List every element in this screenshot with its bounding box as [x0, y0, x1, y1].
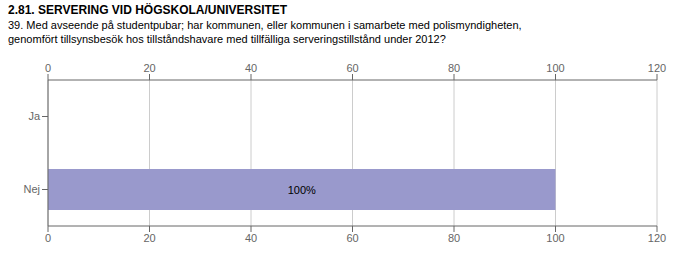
svg-text:20: 20 [143, 232, 155, 244]
svg-text:0: 0 [45, 232, 51, 244]
svg-text:0: 0 [45, 62, 51, 74]
svg-text:Ja: Ja [28, 110, 41, 122]
html-text:39. Med avseende på studentpub: 39. Med avseende på studentpubar; har ko… [8, 19, 522, 45]
svg-text:80: 80 [448, 232, 460, 244]
svg-text:120: 120 [648, 62, 666, 74]
svg-text:100: 100 [546, 62, 564, 74]
svg-text:20: 20 [143, 62, 155, 74]
svg-text:120: 120 [648, 232, 666, 244]
svg-text:60: 60 [346, 232, 358, 244]
svg-text:40: 40 [245, 232, 257, 244]
svg-text:100%: 100% [288, 184, 316, 196]
svg-text:60: 60 [346, 62, 358, 74]
svg-text:Nej: Nej [23, 183, 40, 195]
svg-text:80: 80 [448, 62, 460, 74]
svg-text:40: 40 [245, 62, 257, 74]
svg-text:100: 100 [546, 232, 564, 244]
html-text:2.81. SERVERING VID HÖGSKOLA/U: 2.81. SERVERING VID HÖGSKOLA/UNIVERSITET [8, 3, 288, 17]
